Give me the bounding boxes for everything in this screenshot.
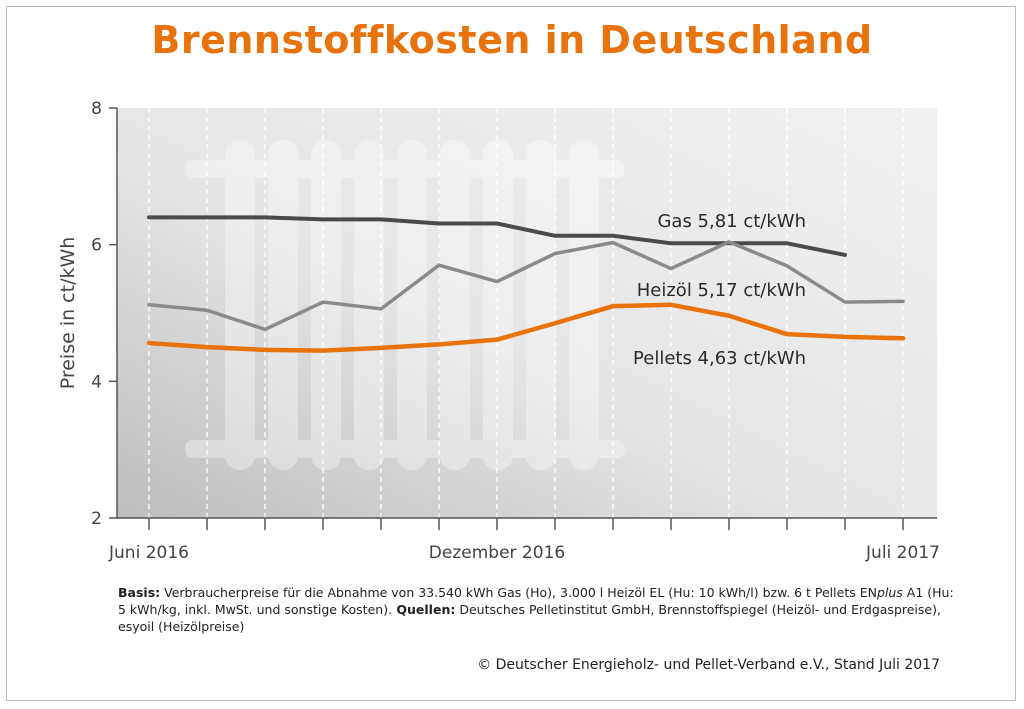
- y-tick-label: 8: [91, 99, 102, 119]
- basis-italic: plus: [876, 585, 903, 600]
- x-tick-label: Juni 2016: [108, 543, 189, 563]
- series-line-pellets: [146, 302, 906, 353]
- y-tick-label: 6: [91, 236, 102, 256]
- series-line-heizöl: [147, 240, 905, 332]
- basis-text-2: A1 (Hu: 5 kWh/kg, inkl. MwSt. und sonsti…: [118, 585, 954, 617]
- chart-title: Brennstoffkosten in Deutschland: [151, 18, 873, 62]
- footnote: Basis: Verbraucherpreise für die Abnahme…: [118, 584, 958, 635]
- sources-text: Deutsches Pelletinstitut GmbH, Brennstof…: [118, 602, 941, 634]
- plot-background: [117, 108, 937, 518]
- x-tick-label: Juli 2017: [865, 543, 940, 563]
- y-axis-label: Preise in ct/kWh: [57, 237, 79, 390]
- copyright-credit: © Deutscher Energieholz- und Pellet-Verb…: [477, 657, 940, 673]
- x-tick-label: Dezember 2016: [429, 543, 565, 563]
- y-tick-label: 4: [91, 372, 102, 392]
- basis-text: Verbraucherpreise für die Abnahme von 33…: [160, 585, 877, 600]
- series-label-heizöl: Heizöl 5,17 ct/kWh: [637, 280, 806, 301]
- y-tick-label: 2: [91, 509, 102, 529]
- basis-label: Basis:: [118, 585, 161, 600]
- series-label-pellets: Pellets 4,63 ct/kWh: [633, 348, 806, 369]
- sources-label: Quellen:: [392, 602, 456, 617]
- series-label-gas: Gas 5,81 ct/kWh: [657, 211, 806, 232]
